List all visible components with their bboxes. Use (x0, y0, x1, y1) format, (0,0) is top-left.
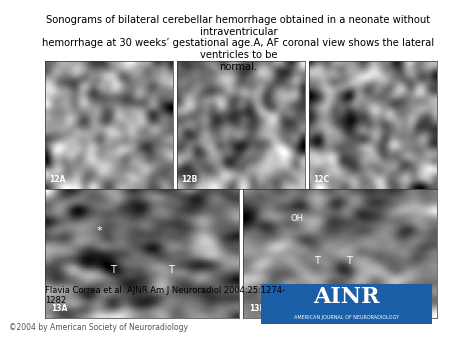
Text: T: T (314, 256, 320, 266)
Text: 12C: 12C (313, 175, 329, 184)
Text: Flavia Correa et al. AJNR Am J Neuroradiol 2004;25:1274-
1282: Flavia Correa et al. AJNR Am J Neuroradi… (45, 286, 285, 305)
Text: 12A: 12A (49, 175, 65, 184)
Text: *: * (96, 226, 102, 236)
Text: ©2004 by American Society of Neuroradiology: ©2004 by American Society of Neuroradiol… (9, 323, 188, 332)
Text: AINR: AINR (313, 286, 380, 308)
Text: 13B: 13B (249, 304, 265, 313)
Text: AMERICAN JOURNAL OF NEURORADIOLOGY: AMERICAN JOURNAL OF NEURORADIOLOGY (294, 315, 399, 320)
Text: T: T (168, 265, 174, 275)
Text: 12B: 12B (181, 175, 197, 184)
Text: 13A: 13A (51, 304, 67, 313)
Text: Sonograms of bilateral cerebellar hemorrhage obtained in a neonate without intra: Sonograms of bilateral cerebellar hemorr… (42, 15, 435, 72)
Text: OH: OH (291, 214, 304, 223)
Text: T: T (110, 265, 116, 275)
Text: T: T (346, 256, 352, 266)
